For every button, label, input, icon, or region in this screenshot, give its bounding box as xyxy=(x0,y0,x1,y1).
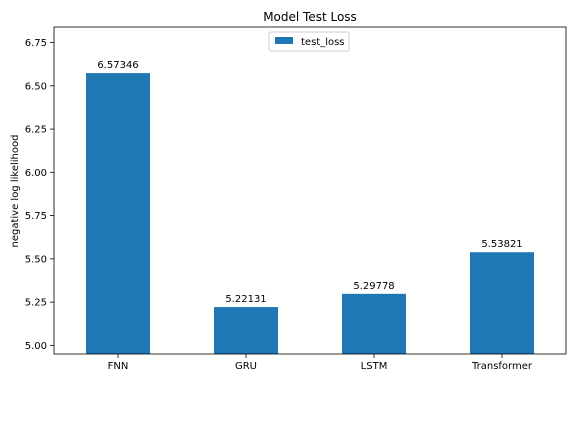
x-tick-label: Transformer xyxy=(471,361,533,372)
data-label: 5.53821 xyxy=(481,239,522,250)
chart-title: Model Test Loss xyxy=(263,10,357,24)
plot-area: 6.57346 FNN 5.22131 GRU 5.29778 LSTM 5.53821 Tr… xyxy=(25,26,567,372)
data-label: 5.29778 xyxy=(353,281,394,292)
y-axis-label: negative log likelihood xyxy=(10,135,21,248)
y-tick-label: 6.00 xyxy=(25,168,47,179)
y-tick-label: 6.50 xyxy=(25,81,47,92)
x-tick-label: LSTM xyxy=(361,361,388,372)
y-tick-label: 5.50 xyxy=(25,254,47,265)
y-tick-label: 5.25 xyxy=(25,298,47,309)
y-tick-label: 6.75 xyxy=(25,38,47,49)
y-tick-label: 5.75 xyxy=(25,211,47,222)
bar-fnn xyxy=(86,73,150,354)
x-tick-label: FNN xyxy=(108,361,129,372)
bar-lstm xyxy=(342,293,406,354)
legend-label: test_loss xyxy=(301,37,345,48)
data-label: 6.57346 xyxy=(97,60,138,71)
legend: test_loss xyxy=(268,31,350,52)
bar-gru xyxy=(214,307,278,354)
bar-transformer xyxy=(470,252,534,354)
legend-swatch xyxy=(275,37,293,44)
y-tick-label: 5.00 xyxy=(25,341,47,352)
plot-frame xyxy=(53,26,567,355)
legend-frame xyxy=(268,31,350,52)
y-tick-label: 6.25 xyxy=(25,125,47,136)
data-label: 5.22131 xyxy=(225,294,266,305)
x-tick-label: GRU xyxy=(235,361,257,372)
